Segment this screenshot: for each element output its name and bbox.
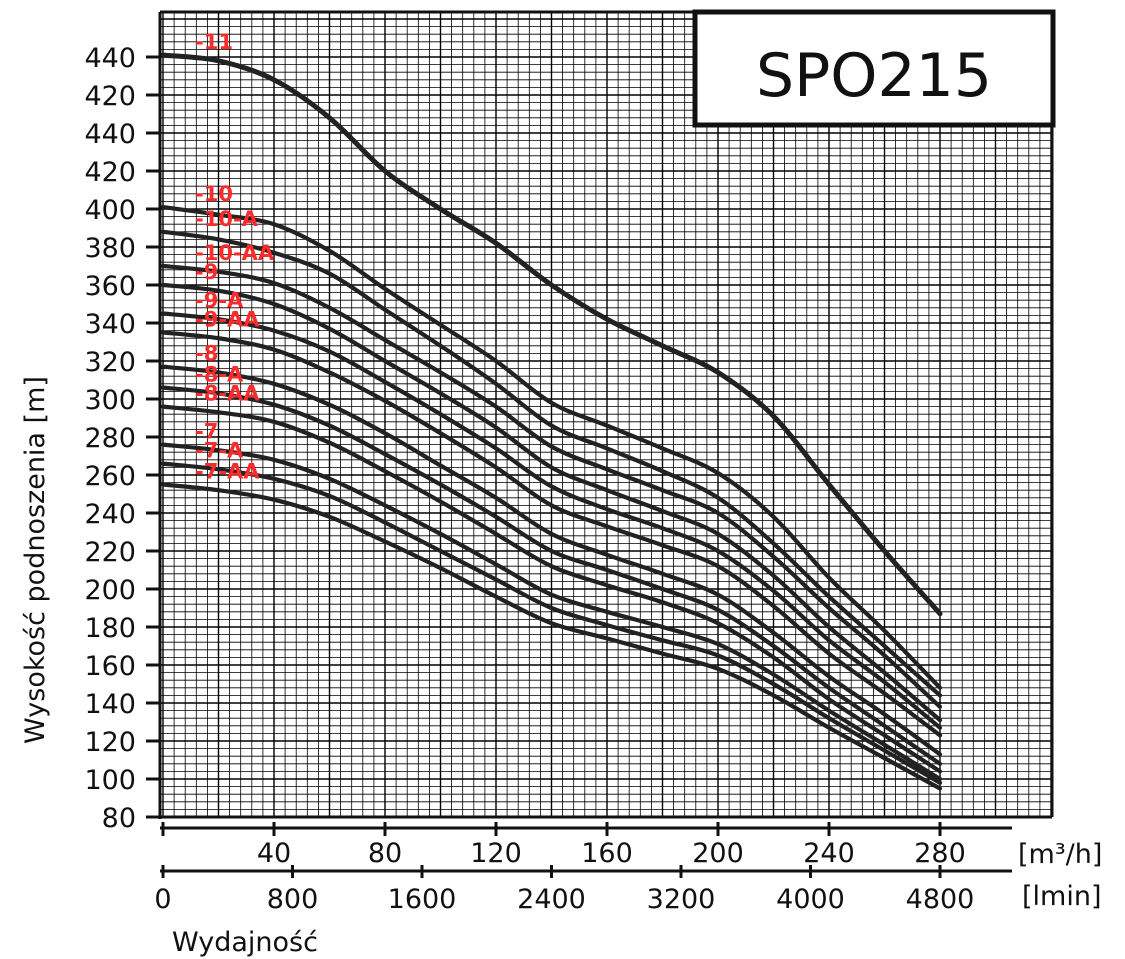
x-tick-label: 200 bbox=[692, 838, 744, 869]
x2-tick-label: 4800 bbox=[906, 884, 975, 915]
series-label: -10-AA bbox=[195, 241, 275, 265]
title-box bbox=[692, 9, 1056, 128]
x-unit-label: [m³/h] bbox=[1018, 839, 1102, 870]
series-lines bbox=[160, 52, 943, 791]
plot-frame bbox=[158, 10, 1054, 873]
x-tick-label: 120 bbox=[470, 838, 522, 869]
y-tick-label: 220 bbox=[84, 537, 136, 568]
y-tick-label: 440 bbox=[84, 119, 136, 150]
y-tick-label: 120 bbox=[84, 727, 136, 758]
series-line bbox=[160, 364, 943, 757]
series-label: -9-A bbox=[195, 289, 244, 313]
series-line bbox=[160, 442, 943, 782]
x2-tick-label: 3200 bbox=[647, 884, 716, 915]
y-tick-label: 280 bbox=[84, 423, 136, 454]
series-line bbox=[160, 385, 943, 766]
grid bbox=[160, 12, 1052, 818]
y-tick-label: 240 bbox=[84, 499, 136, 530]
series-line bbox=[160, 330, 943, 738]
x-axis-label: Wydajność bbox=[172, 927, 318, 958]
y-tick-label: 420 bbox=[84, 157, 136, 188]
y-tick-label: 300 bbox=[84, 385, 136, 416]
y-tick-label: 400 bbox=[84, 195, 136, 226]
y-tick-label: 440 bbox=[84, 43, 136, 74]
y-tick-label: 340 bbox=[84, 309, 136, 340]
series-label: -8 bbox=[195, 342, 218, 366]
x2-tick-label: 2400 bbox=[517, 884, 586, 915]
y-tick-label: 320 bbox=[84, 347, 136, 378]
series-label: -9-AA bbox=[195, 308, 260, 332]
y-tick-label: 160 bbox=[84, 651, 136, 682]
series-line bbox=[160, 282, 943, 723]
series-label: -7-A bbox=[195, 439, 244, 463]
series-line bbox=[160, 311, 943, 730]
y-tick-label: 140 bbox=[84, 689, 136, 720]
y-tick-label: 200 bbox=[84, 575, 136, 606]
chart-title: SPO215 bbox=[756, 41, 992, 111]
x2-tick-label: 4000 bbox=[776, 884, 845, 915]
series-line bbox=[160, 263, 943, 709]
x-tick-label: 240 bbox=[803, 838, 855, 869]
series-line bbox=[160, 404, 943, 774]
series-line bbox=[160, 52, 943, 617]
axis-ticks: 80 100 120 140 160 180 200 220 240 260 280 300 320 34… bbox=[84, 43, 974, 915]
series-label: -10-A bbox=[195, 207, 259, 231]
series-label: -8-AA bbox=[195, 382, 260, 406]
y-axis-label: Wysokość podnoszenia [m] bbox=[20, 376, 51, 744]
y-tick-label: 260 bbox=[84, 461, 136, 492]
x2-tick-label: 1600 bbox=[388, 884, 457, 915]
series-line bbox=[160, 482, 943, 791]
series-label: -7-AA bbox=[195, 460, 260, 484]
x-tick-label: 40 bbox=[257, 838, 291, 869]
x2-tick-label: 800 bbox=[267, 884, 319, 915]
series-line bbox=[160, 461, 943, 785]
series-label: -10 bbox=[195, 182, 233, 206]
series-labels: -11 -10-10-A -10-AA-9 -9-A-9-AA -8-8-A-8-AA -… bbox=[195, 30, 275, 483]
x-tick-label: 80 bbox=[368, 838, 402, 869]
series-label: -9 bbox=[195, 260, 218, 284]
series-label: -11 bbox=[195, 30, 233, 54]
y-tick-label: 380 bbox=[84, 233, 136, 264]
x2-tick-label: 0 bbox=[154, 884, 171, 915]
series-line bbox=[160, 229, 943, 698]
x2-unit-label: [lmin] bbox=[1022, 881, 1101, 912]
x-tick-label: 280 bbox=[914, 838, 966, 869]
x-tick-label: 160 bbox=[581, 838, 633, 869]
series-label: -8-A bbox=[195, 363, 244, 387]
y-tick-label: 360 bbox=[84, 271, 136, 302]
y-tick-label: 180 bbox=[84, 613, 136, 644]
series-label: -7 bbox=[195, 420, 218, 444]
series-line bbox=[160, 205, 943, 690]
y-tick-label: 420 bbox=[84, 81, 136, 112]
y-tick-label: 100 bbox=[84, 765, 136, 796]
y-tick-label: 80 bbox=[102, 803, 136, 834]
